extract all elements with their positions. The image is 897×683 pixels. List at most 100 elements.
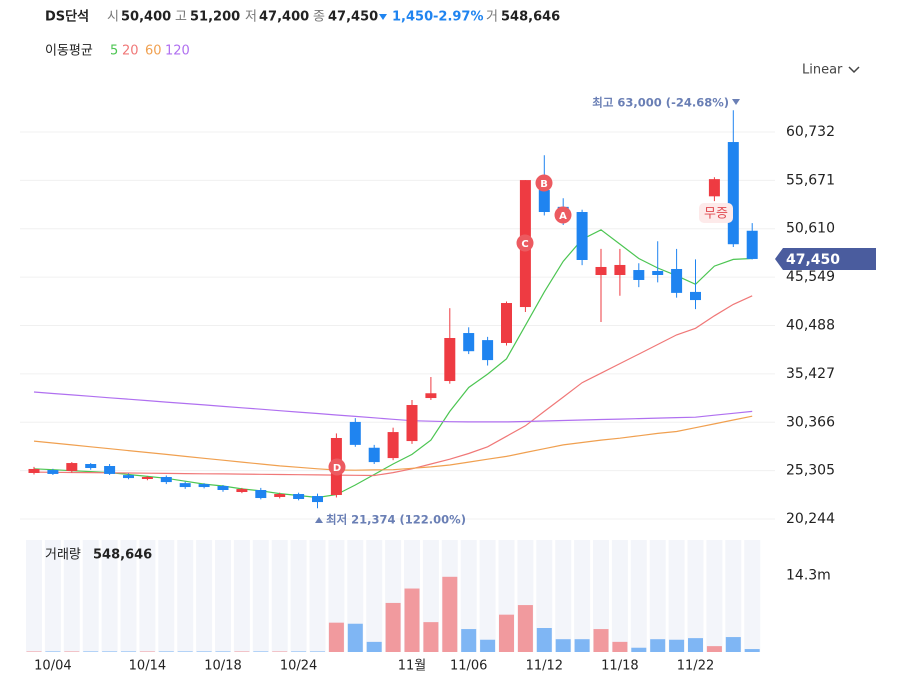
candle-body (123, 475, 134, 479)
candle-body (368, 447, 380, 463)
candle-body (727, 142, 739, 245)
volume-bar (347, 623, 363, 652)
marker (516, 234, 534, 252)
y-tick-label: 50,610 (786, 221, 835, 237)
volume-bar (177, 651, 193, 652)
volume-bar (442, 576, 458, 652)
low-label: 저 (245, 10, 257, 25)
max-arrow (732, 99, 740, 105)
ma-line (33, 229, 753, 499)
volume-bar (650, 639, 666, 652)
marker-label: C (521, 239, 528, 250)
volume-bar (215, 651, 231, 652)
candle-body (217, 485, 229, 491)
candle-body (425, 393, 437, 399)
volume-bar (139, 651, 155, 652)
candle-body (501, 303, 512, 343)
candle-body (236, 489, 248, 493)
marker-label: B (540, 179, 548, 190)
close-value: 47,450 (328, 10, 378, 25)
y-tick-label: 55,671 (786, 172, 835, 188)
candle-body (387, 432, 399, 459)
event-box (699, 203, 733, 223)
volume-bar (26, 651, 42, 652)
candle-body (463, 333, 475, 352)
candle-body (179, 483, 191, 488)
volume-bar (688, 638, 703, 652)
x-tick-label: 10/14 (129, 659, 166, 674)
volume-bar (272, 651, 288, 652)
volume-bar (45, 651, 61, 652)
volume-column-bg (177, 540, 194, 652)
volume-column-bg (158, 540, 175, 652)
candle-body (538, 190, 550, 213)
volume-bar (234, 651, 250, 652)
volume-bar (593, 629, 609, 652)
volume-column-bg (82, 540, 99, 652)
candle-body (708, 179, 720, 197)
x-tick-label: 10/24 (280, 659, 317, 674)
scale-mode[interactable]: Linear (802, 63, 843, 78)
legend-entry: 5 (110, 44, 118, 59)
down-icon (379, 14, 387, 20)
volume-bar (366, 641, 382, 652)
volume-bar (158, 651, 174, 652)
volume-column-bg (309, 540, 326, 652)
candle-body (690, 291, 701, 301)
price-tag-label: 47,450 (786, 252, 840, 268)
candle-body (482, 340, 494, 361)
y-tick-label: 60,732 (786, 124, 835, 140)
candle-body (255, 490, 267, 499)
candle-body (141, 477, 153, 480)
change-pct: -2.97% (433, 10, 484, 25)
stock-name: DS단석 (45, 9, 89, 25)
volume-bar (480, 639, 496, 652)
volume-bar (499, 614, 514, 652)
volume-column-bg (271, 540, 288, 652)
x-tick-label: 11/12 (526, 659, 563, 674)
candle-body (633, 270, 645, 280)
ma-line (33, 415, 753, 471)
volume-bar (385, 602, 401, 652)
candle-body (160, 477, 172, 483)
volume-column-bg (668, 540, 685, 652)
volume-bar (291, 651, 307, 652)
volume-bar (423, 622, 439, 652)
candle-body (66, 463, 78, 471)
volume-bar (310, 651, 325, 652)
x-tick-label: 10/18 (204, 659, 241, 674)
candle-body (746, 230, 758, 259)
volume-bar (612, 641, 628, 652)
price-tag (775, 247, 876, 270)
open-value: 50,400 (121, 10, 171, 25)
low-value: 47,400 (259, 10, 309, 25)
volume-column-bg (139, 540, 156, 652)
volume-title: 거래량 (45, 548, 81, 563)
volume-column-bg (366, 540, 383, 652)
volume-column-bg (252, 540, 269, 652)
high-label: 고 (175, 10, 187, 25)
volume-bar (102, 651, 118, 652)
marker (554, 206, 572, 224)
volume-column-bg (101, 540, 118, 652)
volume-bar (706, 646, 722, 652)
volume-bar (253, 651, 269, 652)
dropdown-icon[interactable] (848, 66, 860, 74)
volume-column-bg (725, 540, 742, 652)
volume-bar (517, 605, 533, 652)
y-tick-label: 45,549 (786, 269, 835, 285)
volume-column-bg (611, 540, 628, 652)
marker (535, 174, 553, 192)
x-tick-label: 11/18 (601, 659, 638, 674)
ma-line (33, 295, 753, 477)
candle-body (576, 212, 588, 260)
candle-body (312, 496, 323, 503)
volume-bar (555, 639, 571, 652)
legend-entry: 20 (122, 44, 139, 59)
volume-bar (83, 651, 99, 652)
legend-entry: 120 (165, 44, 190, 59)
volume-column-bg (460, 540, 477, 652)
x-tick-label: 10/04 (34, 659, 71, 674)
